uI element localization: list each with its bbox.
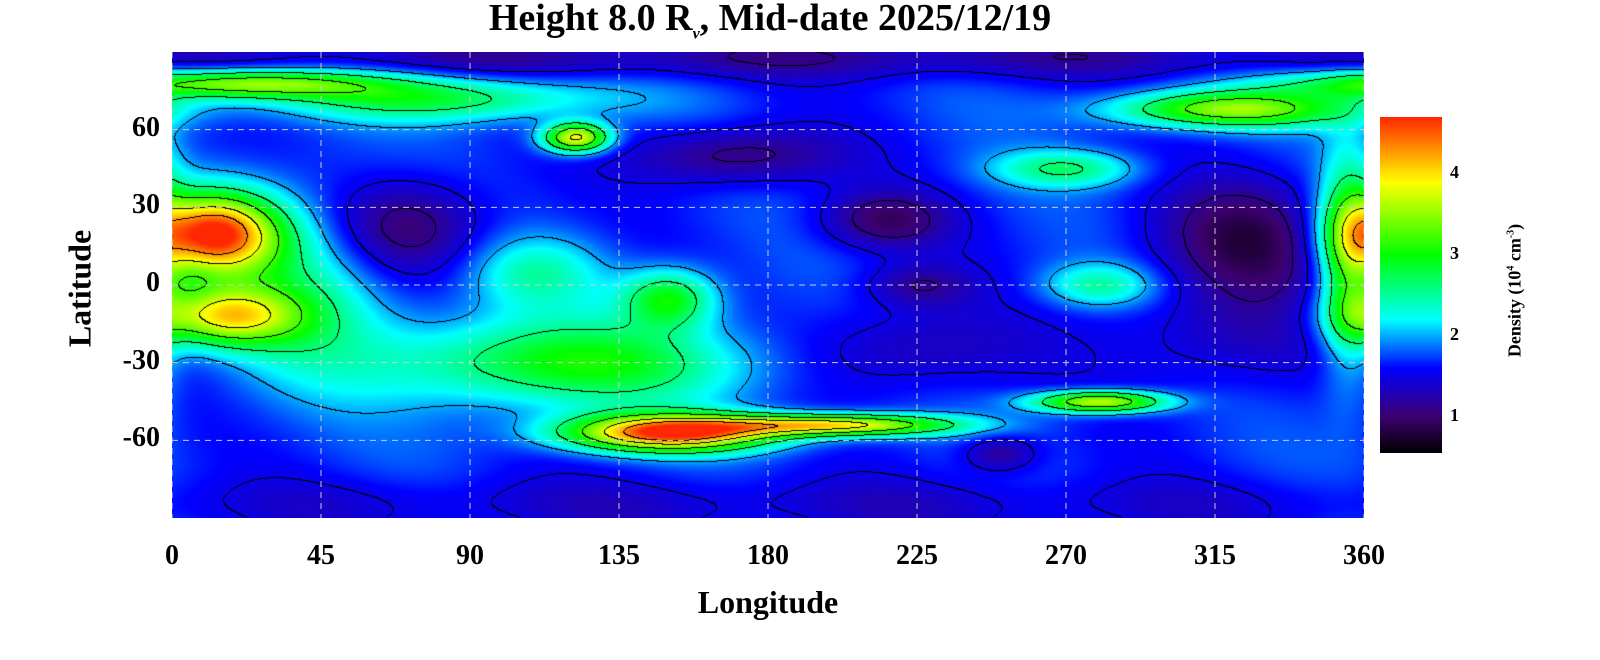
y-tick-label: 30 [132, 189, 160, 221]
x-tick-label: 270 [1045, 540, 1087, 571]
y-tick-label: 60 [132, 111, 160, 143]
x-tick-label: 135 [598, 540, 640, 571]
y-tick-label: 0 [146, 267, 160, 298]
x-tick-label: 180 [747, 540, 789, 571]
x-tick-label: 360 [1343, 540, 1385, 571]
x-tick-label: 315 [1194, 540, 1236, 571]
x-tick-label: 90 [456, 540, 484, 571]
x-tick-label: 0 [165, 540, 179, 571]
y-tick-label: -30 [122, 344, 160, 376]
y-axis-label: Latitude [61, 229, 98, 348]
y-tick-label: -60 [122, 422, 160, 454]
colorbar [1380, 117, 1442, 453]
x-tick-label: 45 [307, 540, 335, 571]
colorbar-tick-label: 4 [1450, 161, 1459, 182]
colorbar-tick-label: 3 [1450, 242, 1459, 263]
grid-lines [172, 52, 1364, 518]
x-axis-label: Longitude [697, 584, 839, 620]
chart-title: Height 8.0 Rν, Mid-date 2025/12/19 [488, 0, 1052, 43]
x-tick-label: 225 [896, 540, 938, 571]
colorbar-tick-label: 2 [1450, 323, 1459, 344]
colorbar-tick-label: 1 [1450, 404, 1459, 425]
colorbar-label: Density (104 cm-3) [1504, 223, 1525, 358]
